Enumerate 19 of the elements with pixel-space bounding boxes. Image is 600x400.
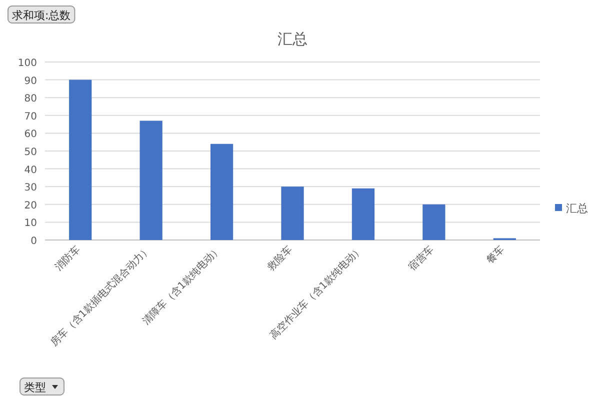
y-tick-label: 70 <box>24 111 37 122</box>
x-tick-label: 宿营车 <box>406 244 436 274</box>
y-tick-label: 30 <box>24 182 37 194</box>
y-tick-label: 40 <box>24 164 37 176</box>
y-tick-label: 20 <box>24 200 37 212</box>
x-tick-label: 餐车 <box>484 244 507 266</box>
y-tick-label: 80 <box>24 94 37 105</box>
legend-label: 汇总 <box>566 202 588 215</box>
text: 求和项:总数 <box>12 9 71 22</box>
y-tick-label: 0 <box>30 236 37 247</box>
y-tick-label: 10 <box>24 218 37 230</box>
y-tick-label: 50 <box>24 147 37 158</box>
y-tick-label: 60 <box>24 129 37 140</box>
x-tick-label: 消防车 <box>52 244 82 274</box>
y-tick-label: 90 <box>24 76 37 87</box>
y-tick-label: 100 <box>18 58 37 69</box>
x-tick-label: 救险车 <box>264 244 295 274</box>
text: 类型 <box>24 381 46 394</box>
title: 汇总 <box>278 30 308 48</box>
